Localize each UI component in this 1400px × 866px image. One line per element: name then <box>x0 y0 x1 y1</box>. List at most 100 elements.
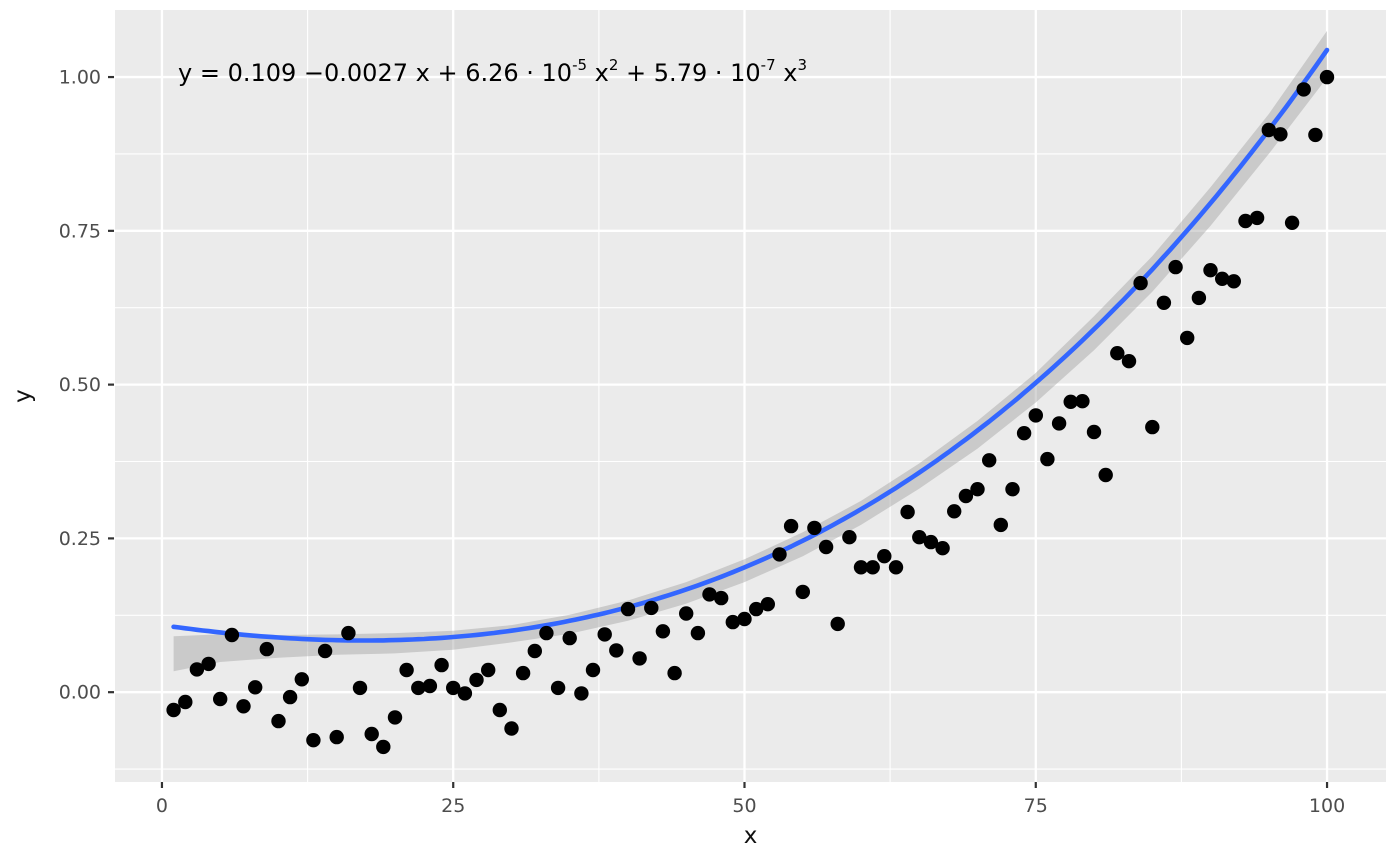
data-point <box>189 662 205 677</box>
equation-text-segment: y = 0.109 −0.0027 x + 6.26 · 10 <box>178 59 572 87</box>
plot-panel <box>115 10 1386 782</box>
data-point <box>1156 295 1172 310</box>
data-point <box>620 601 636 617</box>
data-point <box>294 672 309 687</box>
data-point <box>364 726 379 742</box>
data-point <box>271 713 286 729</box>
data-point <box>912 530 927 545</box>
data-point <box>434 657 449 673</box>
data-point <box>737 611 752 627</box>
data-point <box>1273 127 1288 142</box>
data-point <box>387 710 403 725</box>
data-point <box>1249 210 1265 226</box>
data-point <box>609 643 624 658</box>
data-point <box>958 488 974 504</box>
x-tick-label: 50 <box>732 795 756 817</box>
data-point <box>795 584 810 600</box>
data-point <box>935 541 950 556</box>
data-point <box>1051 416 1067 431</box>
data-point <box>166 702 181 718</box>
x-tick-label: 25 <box>441 795 465 817</box>
equation-superscript: 3 <box>797 56 807 74</box>
data-point <box>679 606 694 621</box>
data-point <box>201 656 216 672</box>
data-point <box>947 504 962 519</box>
data-point <box>481 662 496 678</box>
data-point <box>1133 275 1148 291</box>
data-point <box>888 560 904 575</box>
data-point <box>1040 451 1055 467</box>
y-tick-label: 0.00 <box>59 682 101 704</box>
data-point <box>469 672 484 688</box>
data-point <box>248 680 263 695</box>
x-axis-title: x <box>744 823 758 849</box>
data-point <box>714 590 729 606</box>
equation-superscript: 2 <box>609 56 619 74</box>
data-point <box>900 504 915 520</box>
data-point <box>783 518 799 534</box>
data-point <box>178 694 193 710</box>
data-point <box>306 733 321 748</box>
data-point <box>1238 213 1253 229</box>
data-point <box>597 627 612 642</box>
data-point <box>865 560 880 575</box>
data-point <box>667 665 682 681</box>
data-point <box>1110 346 1125 361</box>
data-point <box>224 627 240 643</box>
regression-line <box>171 47 1330 643</box>
data-point <box>993 517 1008 533</box>
x-tick-label: 75 <box>1024 795 1048 817</box>
x-tick-labels: 0 25 50 75 100 <box>156 795 1345 817</box>
data-point <box>1168 259 1183 275</box>
axis-ticks <box>108 75 1329 788</box>
y-tick-label: 0.50 <box>59 374 101 396</box>
data-point <box>1180 330 1195 346</box>
regression-equation: y = 0.109 −0.0027 x + 6.26 · 10-5 x2 + 5… <box>178 56 807 87</box>
y-tick-labels: 0.00 0.25 0.50 0.75 1.00 <box>59 67 101 704</box>
data-point <box>317 643 333 659</box>
data-point <box>877 549 892 564</box>
data-point <box>457 686 473 701</box>
data-point <box>492 702 507 718</box>
data-point <box>632 651 647 666</box>
data-point <box>341 625 356 641</box>
data-point <box>772 547 787 562</box>
data-point <box>259 641 274 657</box>
data-point <box>515 665 531 681</box>
data-point <box>1284 215 1300 230</box>
data-point <box>923 534 939 550</box>
data-point <box>853 560 869 575</box>
data-point <box>1215 271 1230 286</box>
data-point <box>236 699 251 714</box>
equation-superscript: -5 <box>572 56 587 74</box>
data-point <box>970 482 985 497</box>
data-point <box>644 600 659 616</box>
data-point <box>830 616 845 632</box>
y-tick-label: 0.25 <box>59 528 101 550</box>
data-point <box>550 680 566 696</box>
data-point <box>1098 467 1113 483</box>
x-tick-label: 0 <box>156 795 168 817</box>
data-point <box>1308 127 1323 143</box>
y-tick-label: 0.75 <box>59 220 101 242</box>
data-point <box>1005 482 1020 497</box>
data-point <box>574 686 589 701</box>
data-point <box>842 530 857 545</box>
data-point <box>282 689 298 705</box>
data-point <box>690 625 706 641</box>
data-point <box>504 721 519 736</box>
data-point <box>1121 354 1137 369</box>
data-point <box>1063 394 1078 409</box>
data-point <box>807 520 822 536</box>
data-point <box>376 739 391 755</box>
data-point <box>352 680 368 696</box>
data-point <box>1016 426 1032 441</box>
data-point <box>1028 408 1044 423</box>
data-point <box>422 678 438 694</box>
data-point <box>1145 419 1160 435</box>
data-point <box>329 729 344 745</box>
major-gridlines <box>115 10 1386 782</box>
data-point <box>1191 290 1207 306</box>
